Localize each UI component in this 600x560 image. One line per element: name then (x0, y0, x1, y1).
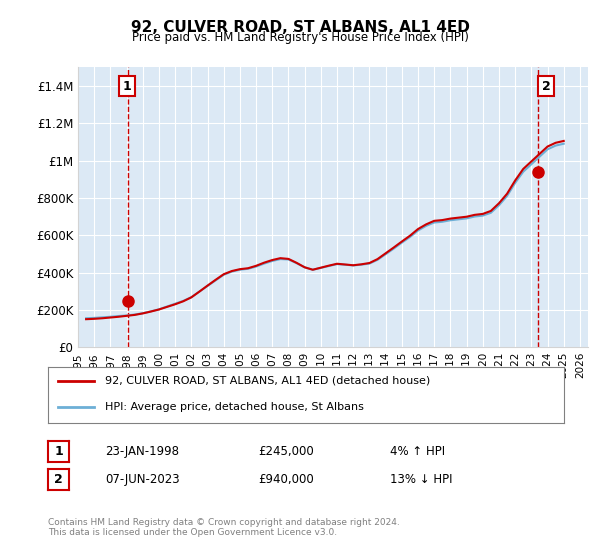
Text: 13% ↓ HPI: 13% ↓ HPI (390, 473, 452, 486)
Text: 92, CULVER ROAD, ST ALBANS, AL1 4ED: 92, CULVER ROAD, ST ALBANS, AL1 4ED (131, 20, 469, 35)
Text: £245,000: £245,000 (258, 445, 314, 458)
Text: 1: 1 (54, 445, 63, 458)
Text: Contains HM Land Registry data © Crown copyright and database right 2024.
This d: Contains HM Land Registry data © Crown c… (48, 518, 400, 538)
Text: 23-JAN-1998: 23-JAN-1998 (105, 445, 179, 458)
Text: 2: 2 (54, 473, 63, 486)
Text: 4% ↑ HPI: 4% ↑ HPI (390, 445, 445, 458)
Text: 2: 2 (542, 80, 550, 92)
Text: £940,000: £940,000 (258, 473, 314, 486)
Text: 92, CULVER ROAD, ST ALBANS, AL1 4ED (detached house): 92, CULVER ROAD, ST ALBANS, AL1 4ED (det… (105, 376, 430, 386)
Text: Price paid vs. HM Land Registry's House Price Index (HPI): Price paid vs. HM Land Registry's House … (131, 31, 469, 44)
Text: 07-JUN-2023: 07-JUN-2023 (105, 473, 179, 486)
Text: 1: 1 (123, 80, 131, 92)
Text: HPI: Average price, detached house, St Albans: HPI: Average price, detached house, St A… (105, 402, 364, 412)
